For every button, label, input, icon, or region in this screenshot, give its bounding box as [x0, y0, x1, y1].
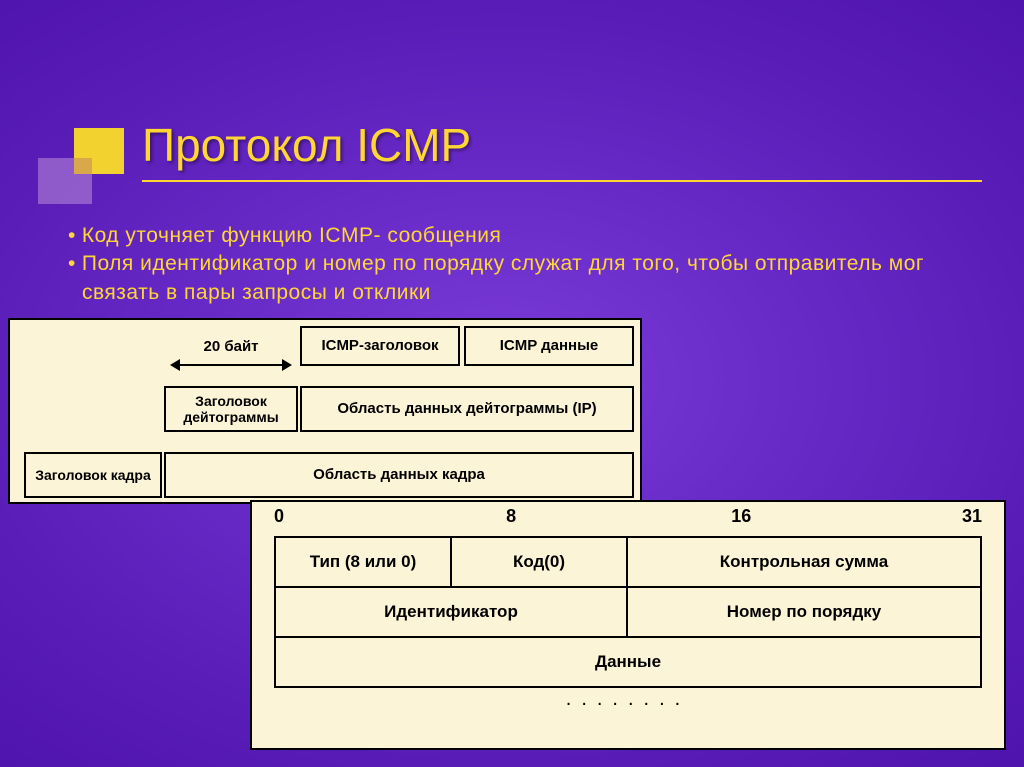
field-sequence: Номер по порядку — [628, 588, 980, 636]
slide-title: Протокол ICMP — [142, 118, 1004, 180]
ellipsis: ........ — [274, 688, 982, 711]
bullet-item: Поля идентификатор и номер по порядку сл… — [68, 250, 968, 307]
header-row: Идентификатор Номер по порядку — [274, 588, 982, 638]
byte-width-arrow: 20 байт — [168, 338, 294, 374]
encapsulation-diagram: 20 байт ICMP-заголовок ICMP данные Загол… — [8, 318, 642, 504]
decor-square-overlap — [74, 158, 92, 174]
field-data: Данные — [276, 638, 980, 686]
header-row: Данные — [274, 638, 982, 688]
title-underline — [142, 180, 982, 182]
icmp-header-diagram: 0 8 16 31 Тип (8 или 0) Код(0) Контрольн… — [250, 500, 1006, 750]
bullet-list: Код уточняет функцию ICMP- сообщения Пол… — [68, 222, 968, 307]
arrow-line-icon — [172, 364, 290, 366]
cell-ip-header: Заголовок дейтограммы — [164, 386, 298, 432]
bullet-item: Код уточняет функцию ICMP- сообщения — [68, 222, 968, 250]
bit-ruler: 0 8 16 31 — [274, 506, 982, 532]
cell-frame-data: Область данных кадра — [164, 452, 634, 498]
bit-label-8: 8 — [506, 506, 516, 527]
cell-frame-header: Заголовок кадра — [24, 452, 162, 498]
cell-icmp-data: ICMP данные — [464, 326, 634, 366]
field-type: Тип (8 или 0) — [276, 538, 452, 586]
bit-label-16: 16 — [731, 506, 751, 527]
cell-icmp-header: ICMP-заголовок — [300, 326, 460, 366]
bit-label-31: 31 — [962, 506, 982, 527]
header-row: Тип (8 или 0) Код(0) Контрольная сумма — [274, 536, 982, 588]
cell-ip-data: Область данных дейтограммы (IP) — [300, 386, 634, 432]
header-grid: Тип (8 или 0) Код(0) Контрольная сумма И… — [274, 536, 982, 688]
field-code: Код(0) — [452, 538, 628, 586]
field-checksum: Контрольная сумма — [628, 538, 980, 586]
field-identifier: Идентификатор — [276, 588, 628, 636]
arrow-label: 20 байт — [168, 338, 294, 355]
title-decoration — [38, 128, 128, 218]
bit-label-0: 0 — [274, 506, 284, 527]
slide-title-region: Протокол ICMP — [142, 118, 1004, 182]
